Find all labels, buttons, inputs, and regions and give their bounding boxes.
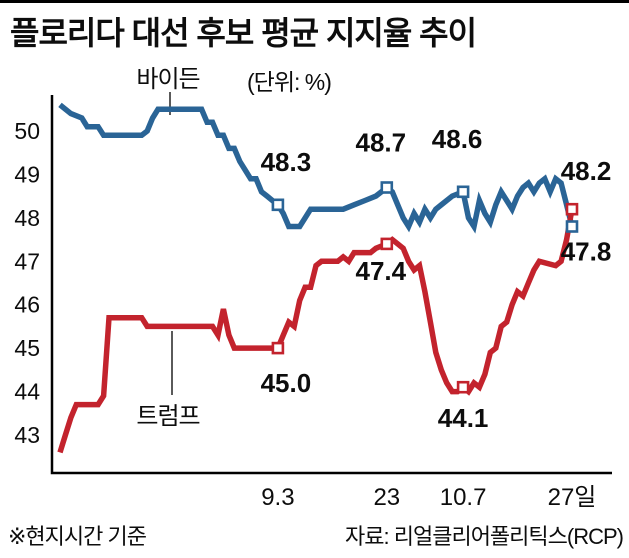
data-marker-biden: [380, 181, 394, 194]
annotation-value-label: 44.1: [438, 403, 489, 433]
y-tick-label: 50: [14, 118, 40, 144]
series-label-biden: 바이든: [136, 66, 200, 93]
annotation-value-label: 48.2: [561, 156, 612, 186]
data-marker-trump: [456, 380, 470, 394]
trend-line-trump: [57, 208, 575, 454]
annotation-value-label: 47.8: [561, 237, 612, 267]
data-marker-trump: [380, 237, 394, 251]
approval-trend-chart: 50 49 48 47 46 45 44 43 9.3 23 10.7 27일 48.3 48.7 48.6…: [14, 92, 612, 511]
annotation-value-label: 47.4: [355, 256, 406, 286]
footnote-local-time: ※현지시간 기준: [8, 524, 147, 549]
trend-line-biden: [58, 102, 575, 234]
data-marker-trump: [565, 202, 579, 216]
annotation-value-label: 48.7: [355, 128, 406, 158]
y-tick-label: 45: [14, 335, 40, 361]
annotation-value-label: 48.6: [432, 124, 483, 154]
data-marker-biden: [565, 220, 579, 233]
y-tick-label: 48: [14, 205, 40, 231]
data-marker-trump: [271, 341, 285, 355]
unit-label: (단위: %): [247, 69, 332, 95]
axis-lines: [50, 95, 612, 475]
y-tick-label: 44: [14, 379, 40, 405]
x-tick-label: 10.7: [440, 484, 487, 511]
series-label-trump: 트럼프: [136, 403, 200, 430]
y-tick-label: 49: [14, 161, 40, 187]
annotation-value-label: 48.3: [261, 147, 312, 177]
x-tick-label: 23: [373, 484, 400, 511]
x-tick-label: 27일: [548, 484, 597, 511]
page-title: 플로리다 대선 후보 평균 지지율 추이: [10, 15, 477, 51]
data-marker-biden: [456, 185, 470, 199]
y-tick-label: 43: [14, 422, 40, 448]
y-tick-label: 47: [14, 248, 40, 274]
source-credit: 자료: 리얼클리어폴리틱스(RCP): [345, 524, 624, 549]
x-tick-label: 9.3: [261, 484, 294, 511]
data-marker-biden: [271, 198, 285, 212]
annotation-value-label: 45.0: [261, 368, 312, 398]
y-tick-label: 46: [14, 292, 40, 318]
